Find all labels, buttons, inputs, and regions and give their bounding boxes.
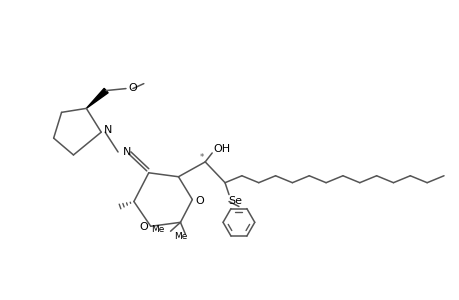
- Text: Se: Se: [228, 196, 241, 206]
- Text: OH: OH: [213, 144, 230, 154]
- Text: *: *: [200, 153, 204, 162]
- Polygon shape: [86, 88, 108, 108]
- Text: Me: Me: [151, 225, 164, 234]
- Text: Me: Me: [174, 232, 187, 241]
- Text: N: N: [104, 125, 112, 135]
- Text: O: O: [128, 82, 136, 93]
- Text: N: N: [123, 147, 131, 157]
- Text: O: O: [139, 222, 147, 232]
- Text: O: O: [195, 196, 204, 206]
